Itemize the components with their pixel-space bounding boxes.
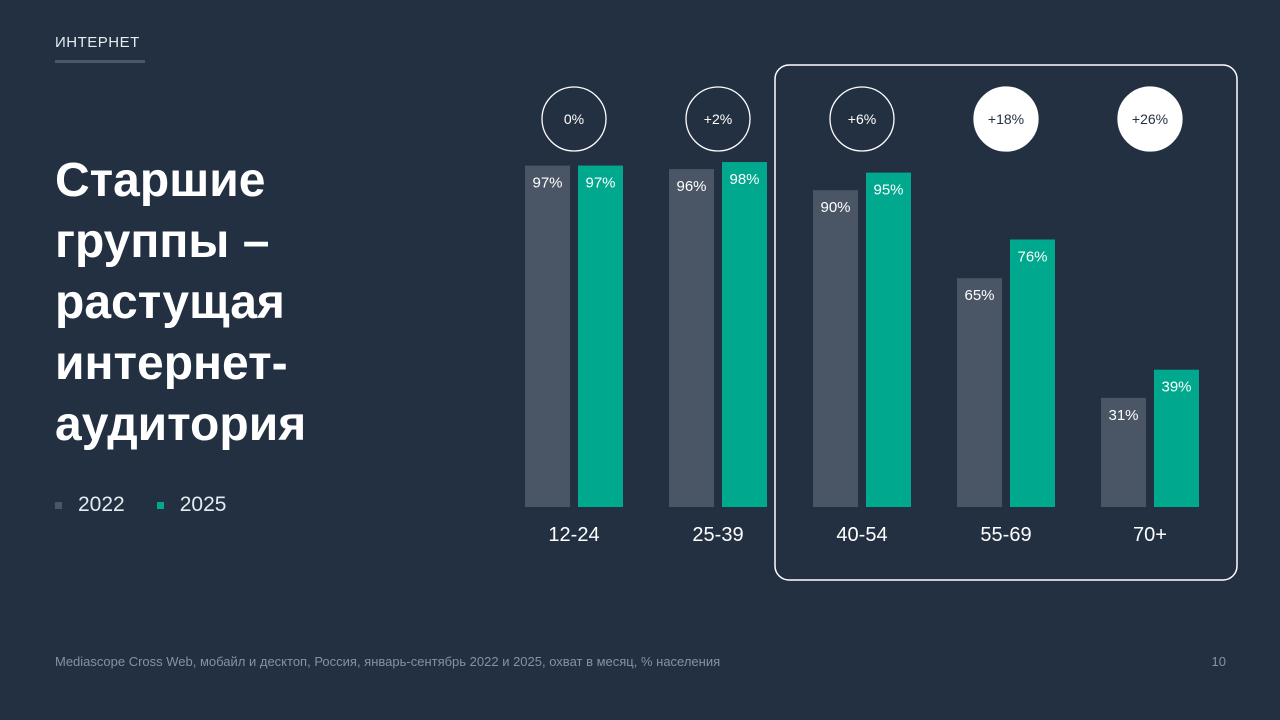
data-label: 65% bbox=[964, 287, 994, 304]
data-label: 39% bbox=[1161, 379, 1191, 396]
bar-2022-70+ bbox=[1101, 397, 1146, 507]
bar-2022-40-54 bbox=[813, 190, 858, 507]
section-label: ИНТЕРНЕТ bbox=[55, 34, 140, 51]
section-underline bbox=[55, 60, 145, 63]
data-label: 90% bbox=[820, 199, 850, 216]
bar-2025-55-69 bbox=[1010, 239, 1055, 508]
data-label: 97% bbox=[585, 175, 615, 192]
change-label: +18% bbox=[988, 111, 1024, 127]
source-note: Mediascope Cross Web, мобайл и десктоп, … bbox=[55, 654, 721, 669]
legend-label-2022: 2022 bbox=[78, 493, 125, 516]
x-tick-label: 40-54 bbox=[836, 524, 887, 546]
data-label: 96% bbox=[676, 178, 706, 195]
bar-2025-12-24 bbox=[578, 165, 623, 507]
data-label: 95% bbox=[873, 182, 903, 199]
legend-swatch-2025 bbox=[156, 501, 164, 509]
bar-2022-25-39 bbox=[669, 169, 714, 507]
bar-2025-70+ bbox=[1154, 369, 1199, 507]
chart-legend: 2022 2025 bbox=[55, 493, 258, 517]
data-label: 98% bbox=[729, 171, 759, 188]
data-label: 31% bbox=[1108, 407, 1138, 424]
bar-2025-40-54 bbox=[866, 172, 911, 507]
change-bubble bbox=[829, 86, 895, 152]
x-tick-label: 12-24 bbox=[548, 524, 599, 546]
bar-2022-55-69 bbox=[957, 278, 1002, 507]
legend-swatch-2022 bbox=[55, 501, 62, 509]
x-tick-label: 70+ bbox=[1133, 524, 1167, 546]
change-label: +6% bbox=[848, 111, 876, 127]
change-label: 0% bbox=[564, 111, 584, 127]
bar-2022-12-24 bbox=[525, 165, 570, 507]
legend-item-2022: 2022 bbox=[55, 493, 125, 517]
x-tick-label: 55-69 bbox=[980, 524, 1031, 546]
data-label: 76% bbox=[1017, 248, 1047, 265]
page-title: Старшие группы – растущая интернет- ауди… bbox=[55, 154, 307, 451]
bar-2025-25-39 bbox=[722, 162, 767, 508]
page-number: 10 bbox=[1211, 654, 1226, 669]
change-label: +2% bbox=[704, 111, 732, 127]
legend-label-2025: 2025 bbox=[179, 493, 227, 516]
highlight-frame bbox=[774, 64, 1238, 581]
change-bubble bbox=[541, 86, 607, 152]
change-bubble bbox=[1117, 86, 1183, 152]
change-bubble bbox=[973, 86, 1039, 152]
data-label: 97% bbox=[532, 175, 562, 192]
legend-item-2025: 2025 bbox=[156, 493, 227, 517]
change-label: +26% bbox=[1132, 111, 1168, 127]
change-bubble bbox=[685, 86, 751, 152]
x-tick-label: 25-39 bbox=[692, 524, 743, 546]
